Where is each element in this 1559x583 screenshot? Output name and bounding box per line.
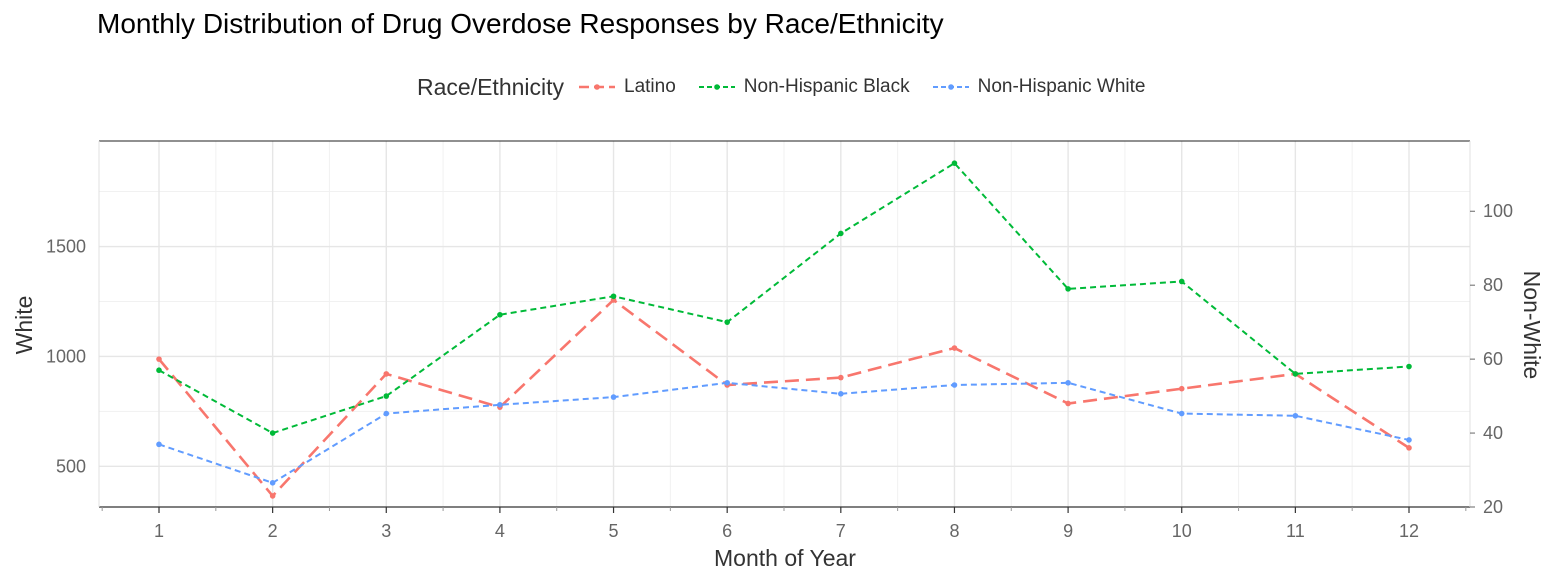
series-layer bbox=[156, 160, 1412, 499]
legend-key-non-hispanic-white bbox=[932, 84, 969, 90]
legend-label-latino: Latino bbox=[624, 76, 676, 97]
data-point-non-hispanic-black bbox=[1292, 371, 1299, 377]
data-point-non-hispanic-white bbox=[269, 480, 276, 486]
legend-label-non-hispanic-white: Non-Hispanic White bbox=[977, 76, 1146, 97]
data-point-non-hispanic-black bbox=[610, 293, 617, 300]
data-point-non-hispanic-white bbox=[724, 380, 730, 386]
legend-key-latino bbox=[579, 84, 616, 90]
data-point-non-hispanic-white bbox=[156, 441, 162, 448]
x-axis-title: Month of Year bbox=[714, 545, 856, 571]
x-tick-label: 1 bbox=[154, 521, 164, 541]
data-point-non-hispanic-white bbox=[1065, 380, 1071, 386]
series-non-hispanic-black bbox=[156, 160, 1412, 436]
y-right-tick-label: 80 bbox=[1483, 275, 1503, 295]
x-tick-label: 6 bbox=[722, 521, 732, 541]
major-gridlines bbox=[99, 141, 1470, 507]
x-tick-label: 4 bbox=[495, 521, 505, 541]
data-point-non-hispanic-white bbox=[1406, 437, 1412, 443]
data-point-non-hispanic-black bbox=[1406, 363, 1412, 370]
data-point-latino bbox=[1406, 445, 1412, 451]
x-tick-label: 11 bbox=[1286, 521, 1305, 541]
data-point-non-hispanic-black bbox=[269, 430, 276, 436]
data-point-non-hispanic-black bbox=[1065, 286, 1071, 292]
y-axis-left-title: White bbox=[11, 296, 37, 355]
data-point-non-hispanic-black bbox=[156, 367, 162, 374]
data-point-non-hispanic-white bbox=[497, 401, 503, 408]
data-point-latino bbox=[951, 345, 958, 351]
x-tick-label: 8 bbox=[949, 521, 959, 541]
data-point-latino bbox=[838, 374, 844, 381]
y-left-tick-label: 1000 bbox=[46, 346, 86, 366]
data-point-non-hispanic-white bbox=[951, 382, 958, 388]
data-point-latino bbox=[269, 493, 276, 499]
legend-item-latino: Latino bbox=[578, 76, 676, 98]
legend-item-non-hispanic-white: Non-Hispanic White bbox=[932, 76, 1146, 98]
data-point-non-hispanic-black bbox=[383, 393, 390, 399]
series-line-non-hispanic-white bbox=[158, 381, 1410, 484]
series-line-non-hispanic-black bbox=[158, 161, 1410, 435]
x-tick-label: 3 bbox=[381, 521, 391, 541]
data-point-non-hispanic-white bbox=[1178, 410, 1185, 417]
data-point-non-hispanic-white bbox=[610, 394, 617, 400]
data-point-latino bbox=[1178, 385, 1185, 392]
data-point-non-hispanic-black bbox=[838, 230, 844, 237]
data-point-non-hispanic-black bbox=[1178, 278, 1185, 285]
x-tick-label: 9 bbox=[1063, 521, 1073, 541]
x-tick-label: 10 bbox=[1172, 521, 1192, 541]
data-point-non-hispanic-black bbox=[951, 160, 958, 166]
chart-title: Monthly Distribution of Drug Overdose Re… bbox=[97, 8, 944, 39]
y-right-tick-label: 20 bbox=[1483, 497, 1503, 517]
legend-key-non-hispanic-black bbox=[698, 84, 735, 90]
x-tick-label: 5 bbox=[609, 521, 619, 541]
y-left-tick-label: 1500 bbox=[46, 237, 86, 257]
series-non-hispanic-white bbox=[156, 380, 1412, 486]
data-point-non-hispanic-black bbox=[724, 319, 730, 325]
legend: Race/Ethnicity Latino Non-Hispanic Black… bbox=[417, 70, 1168, 104]
data-point-non-hispanic-white bbox=[383, 410, 390, 417]
data-point-non-hispanic-black bbox=[497, 311, 503, 318]
y-axis-right-title: Non-White bbox=[1519, 271, 1545, 380]
legend-label-non-hispanic-black: Non-Hispanic Black bbox=[743, 76, 910, 97]
data-point-non-hispanic-white bbox=[838, 390, 844, 397]
data-point-latino bbox=[383, 371, 390, 377]
legend-title: Race/Ethnicity bbox=[417, 73, 565, 100]
x-tick-label: 2 bbox=[268, 521, 278, 541]
legend-item-non-hispanic-black: Non-Hispanic Black bbox=[698, 76, 910, 98]
y-right-tick-label: 100 bbox=[1483, 201, 1513, 221]
y-left-tick-label: 500 bbox=[56, 456, 86, 476]
y-right-tick-label: 40 bbox=[1483, 423, 1503, 443]
x-tick-label: 12 bbox=[1399, 521, 1419, 541]
x-tick-label: 7 bbox=[836, 521, 846, 541]
data-point-latino bbox=[1065, 400, 1071, 407]
series-line-latino bbox=[158, 298, 1410, 498]
axes bbox=[98, 140, 1475, 513]
data-point-latino bbox=[156, 356, 162, 362]
data-point-non-hispanic-white bbox=[1292, 412, 1299, 419]
y-right-tick-label: 60 bbox=[1483, 349, 1503, 369]
minor-gridlines bbox=[99, 141, 1470, 507]
